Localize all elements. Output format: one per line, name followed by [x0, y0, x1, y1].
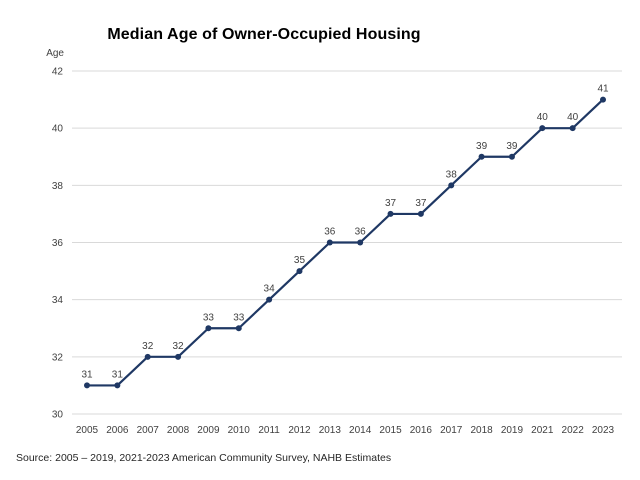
data-point-label: 34 — [264, 284, 276, 295]
y-tick-label: 42 — [52, 67, 64, 78]
data-point-label: 33 — [233, 312, 245, 323]
x-tick-label: 2009 — [197, 425, 220, 436]
x-tick-label: 2010 — [228, 425, 251, 436]
data-point-label: 31 — [81, 369, 93, 380]
data-point-marker — [387, 210, 394, 217]
x-tick-label: 2019 — [501, 425, 524, 436]
data-point-marker — [205, 325, 212, 332]
data-point-marker — [600, 96, 606, 103]
data-point-marker — [478, 153, 485, 160]
data-point-marker — [84, 382, 90, 389]
data-point-marker — [235, 325, 242, 332]
data-point-marker — [417, 210, 424, 217]
data-point-label: 40 — [567, 112, 579, 123]
x-tick-label: 2012 — [288, 425, 311, 436]
x-tick-label: 2005 — [76, 425, 99, 436]
x-tick-label: 2007 — [137, 425, 160, 436]
data-point-marker — [144, 353, 151, 360]
data-point-label: 40 — [537, 112, 549, 123]
x-tick-label: 2011 — [258, 425, 280, 436]
data-point-marker — [357, 239, 364, 246]
x-tick-label: 2016 — [410, 425, 433, 436]
chart-title: Median Age of Owner-Occupied Housing — [107, 26, 421, 43]
x-tick-label: 2017 — [440, 425, 463, 436]
data-point-label: 37 — [385, 198, 397, 209]
data-point-marker — [326, 239, 333, 246]
y-tick-label: 30 — [52, 410, 64, 421]
data-point-label: 35 — [294, 255, 306, 266]
x-tick-label: 2023 — [592, 425, 615, 436]
data-point-label: 37 — [415, 198, 427, 209]
x-tick-label: 2021 — [531, 425, 554, 436]
data-point-label: 36 — [355, 227, 367, 238]
data-point-label: 36 — [324, 227, 336, 238]
x-tick-label: 2014 — [349, 425, 372, 436]
data-point-marker — [266, 296, 273, 303]
data-point-marker — [448, 182, 455, 189]
data-point-marker — [539, 125, 546, 132]
y-tick-label: 32 — [52, 352, 64, 363]
y-tick-label: 34 — [52, 295, 64, 306]
data-point-label: 38 — [446, 169, 458, 180]
data-point-label: 39 — [506, 141, 518, 152]
y-axis-title: Age — [46, 48, 64, 59]
data-point-marker — [296, 268, 303, 275]
data-point-marker — [114, 382, 121, 389]
data-point-label: 33 — [203, 312, 215, 323]
y-tick-label: 38 — [52, 181, 64, 192]
x-tick-label: 2022 — [562, 425, 585, 436]
y-tick-label: 36 — [52, 238, 64, 249]
x-tick-label: 2006 — [106, 425, 129, 436]
data-point-label: 39 — [476, 141, 488, 152]
data-point-marker — [175, 353, 182, 360]
x-tick-label: 2018 — [470, 425, 493, 436]
data-point-marker — [569, 125, 576, 132]
x-tick-label: 2008 — [167, 425, 190, 436]
x-tick-label: 2013 — [319, 425, 342, 436]
source-note: Source: 2005 – 2019, 2021-2023 American … — [16, 452, 392, 464]
data-point-label: 32 — [142, 341, 154, 352]
y-tick-label: 40 — [52, 124, 64, 135]
x-tick-label: 2015 — [379, 425, 402, 436]
data-point-label: 31 — [112, 369, 124, 380]
data-point-label: 32 — [172, 341, 184, 352]
data-line — [85, 98, 605, 387]
data-point-marker — [508, 153, 515, 160]
data-point-label: 41 — [597, 84, 609, 95]
